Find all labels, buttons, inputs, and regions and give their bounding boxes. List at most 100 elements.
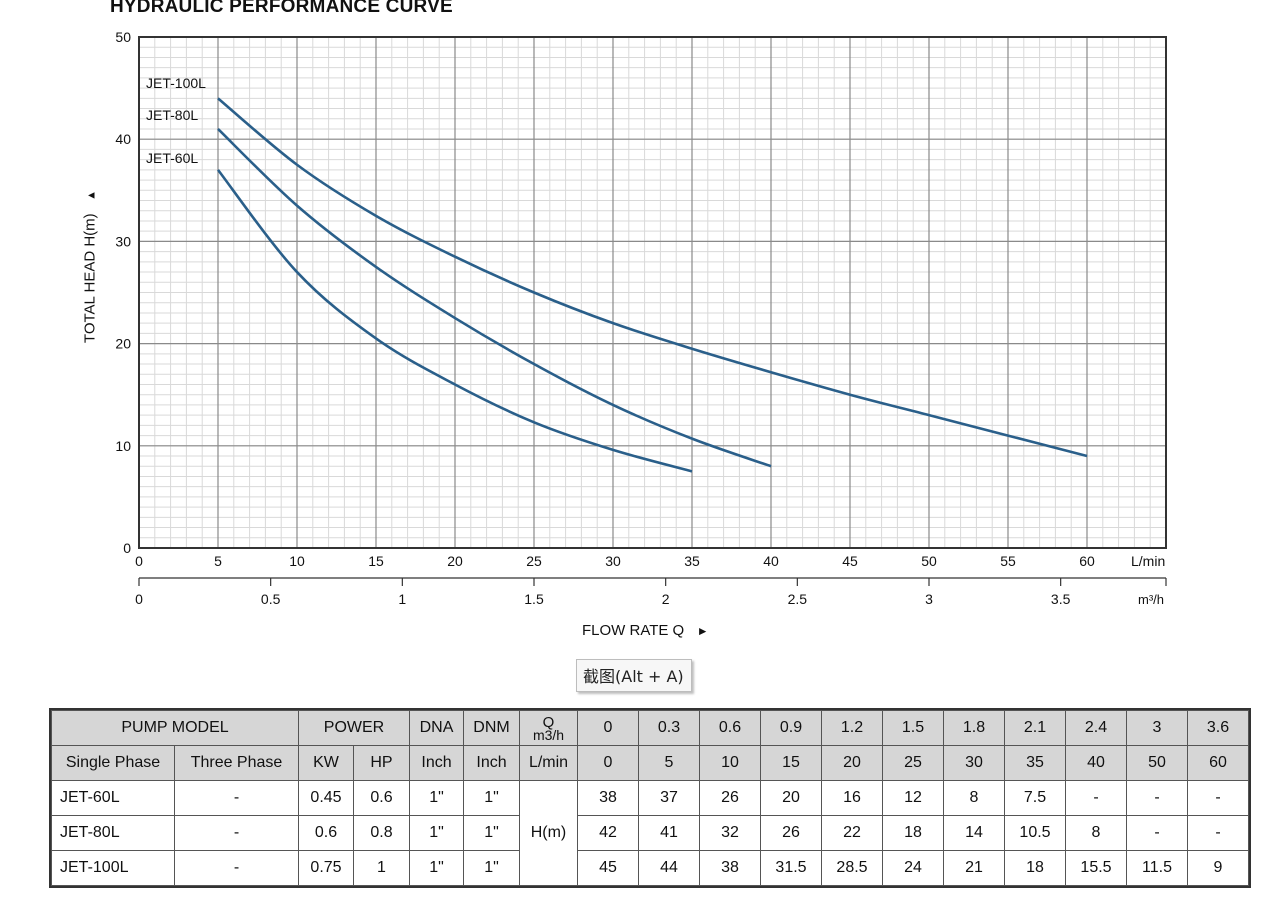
head-cell: - (1126, 780, 1188, 816)
x2-tick-label: 3 (925, 591, 933, 607)
x-tick-label: 10 (289, 553, 305, 569)
kw-header: KW (298, 745, 354, 781)
model-cell: JET-100L (51, 850, 175, 886)
hp-cell: 0.8 (353, 815, 410, 851)
y-tick-label: 20 (115, 336, 131, 352)
dnm-header: DNM (463, 710, 520, 746)
model-cell: JET-60L (51, 780, 175, 816)
plot-frame (138, 36, 1167, 549)
series-label: JET-80L (146, 107, 198, 123)
three-phase-cell: - (174, 850, 299, 886)
q-value: 3.6 (1187, 710, 1249, 746)
x-tick-label: 0 (135, 553, 143, 569)
x-tick-label: 60 (1079, 553, 1095, 569)
table-row: JET-80L - 0.6 0.8 1" 1" 42 41 32 26 22 1… (51, 815, 1249, 851)
head-cell: 8 (1065, 815, 1127, 851)
head-cell: 14 (943, 815, 1005, 851)
q-value: 1.8 (943, 710, 1005, 746)
head-cell: 24 (882, 850, 944, 886)
lmin-value: 60 (1187, 745, 1249, 781)
table-subheader-row: Single Phase Three Phase KW HP Inch Inch… (51, 745, 1249, 781)
y-tick-label: 50 (115, 29, 131, 45)
head-cell: 31.5 (760, 850, 822, 886)
series-label: JET-60L (146, 150, 198, 166)
series-line-jet-100l (217, 97, 1088, 458)
x2-tick-label: 3.5 (1051, 591, 1071, 607)
x-tick-label: 30 (605, 553, 621, 569)
head-label-cell: H(m) (519, 780, 578, 886)
head-cell: 10.5 (1004, 815, 1066, 851)
series-line-jet-80l (217, 128, 772, 468)
table-header-row: PUMP MODEL POWER DNA DNM Q m3/h 0 0.3 0.… (51, 710, 1249, 746)
x-axis-label: FLOW RATE Q ► (582, 622, 709, 639)
lmin-header: L/min (519, 745, 578, 781)
head-cell: 15.5 (1065, 850, 1127, 886)
head-cell: 41 (638, 815, 700, 851)
hp-header: HP (353, 745, 410, 781)
x2-tick-label: 0 (135, 591, 143, 607)
x-tick-label: 5 (214, 553, 222, 569)
lmin-value: 25 (882, 745, 944, 781)
series-line-jet-60l (216, 169, 693, 473)
model-cell: JET-80L (51, 815, 175, 851)
dna-cell: 1" (409, 815, 464, 851)
dna-cell: 1" (409, 780, 464, 816)
y-tick-label: 10 (115, 438, 131, 454)
table-row: JET-60L - 0.45 0.6 1" 1" H(m) 38 37 26 2… (51, 780, 1249, 886)
y-axis-label: TOTAL HEAD H(m) ▲ (81, 189, 99, 344)
x2-tick-label: 2.5 (788, 591, 808, 607)
x2-tick-label: 1 (398, 591, 406, 607)
x-tick-label: 35 (684, 553, 700, 569)
lmin-value: 20 (821, 745, 883, 781)
q-value: 3 (1126, 710, 1188, 746)
y-tick-label: 40 (115, 131, 131, 147)
pump-model-header: PUMP MODEL (51, 710, 299, 746)
head-cell: 16 (821, 780, 883, 816)
head-cell: - (1187, 815, 1249, 851)
head-cell: 26 (699, 780, 761, 816)
head-cell: 18 (882, 815, 944, 851)
head-cell: 42 (577, 815, 639, 851)
power-header: POWER (298, 710, 410, 746)
head-cell: 18 (1004, 850, 1066, 886)
head-cell: 20 (760, 780, 822, 816)
head-cell: 21 (943, 850, 1005, 886)
kw-cell: 0.6 (298, 815, 354, 851)
x-tick-label: 40 (763, 553, 779, 569)
lmin-value: 35 (1004, 745, 1066, 781)
lmin-value: 40 (1065, 745, 1127, 781)
chart-title: HYDRAULIC PERFORMANCE CURVE (110, 0, 453, 17)
dna-header: DNA (409, 710, 464, 746)
head-cell: 9 (1187, 850, 1249, 886)
screenshot-tooltip: 截图(Alt + A) (576, 659, 692, 692)
lmin-value: 0 (577, 745, 639, 781)
dnm-cell: 1" (463, 815, 520, 851)
head-cell: 8 (943, 780, 1005, 816)
dna-cell: 1" (409, 850, 464, 886)
lmin-value: 10 (699, 745, 761, 781)
hp-cell: 1 (353, 850, 410, 886)
head-cell: - (1126, 815, 1188, 851)
head-cell: 12 (882, 780, 944, 816)
head-cell: 11.5 (1126, 850, 1188, 886)
lmin-value: 50 (1126, 745, 1188, 781)
head-cell: 45 (577, 850, 639, 886)
head-cell: 38 (699, 850, 761, 886)
head-cell: 32 (699, 815, 761, 851)
kw-cell: 0.45 (298, 780, 354, 816)
q-value: 1.2 (821, 710, 883, 746)
kw-cell: 0.75 (298, 850, 354, 886)
x2-tick-label: 2 (662, 591, 670, 607)
hp-cell: 0.6 (353, 780, 410, 816)
x2-tick-label: 1.5 (524, 591, 544, 607)
x-tick-label: 25 (526, 553, 542, 569)
series-label: JET-100L (146, 75, 206, 91)
head-cell: 7.5 (1004, 780, 1066, 816)
lmin-value: 30 (943, 745, 1005, 781)
x-tick-label: 55 (1000, 553, 1016, 569)
lmin-value: 15 (760, 745, 822, 781)
x-tick-label: 15 (368, 553, 384, 569)
lmin-value: 5 (638, 745, 700, 781)
y-axis-arrow-icon: ▲ (85, 189, 98, 201)
